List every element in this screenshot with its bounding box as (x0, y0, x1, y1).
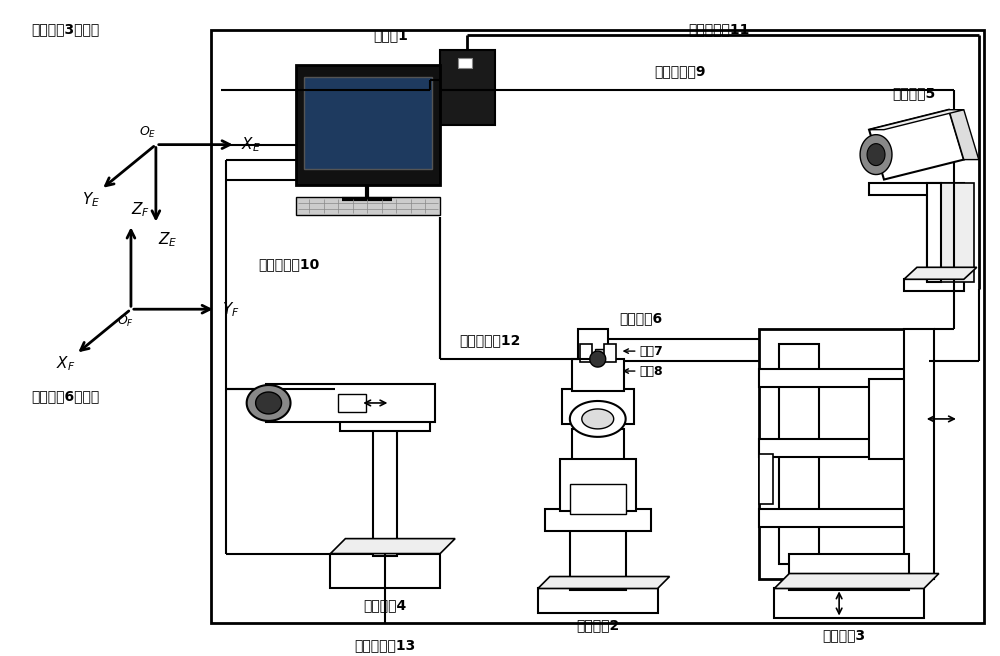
Bar (904, 329, 934, 579)
Polygon shape (570, 401, 626, 437)
Polygon shape (330, 539, 455, 554)
Bar (570, 529, 626, 590)
Bar (296, 197, 440, 215)
Polygon shape (869, 110, 964, 130)
Polygon shape (538, 577, 670, 588)
Text: 力传感器6: 力传感器6 (620, 311, 663, 325)
Bar (373, 429, 397, 556)
Bar (458, 58, 472, 68)
Bar (572, 429, 624, 510)
Bar (759, 508, 929, 527)
Bar (330, 554, 440, 588)
Bar (578, 329, 608, 367)
Text: $Y_F$: $Y_F$ (222, 300, 239, 319)
Bar (266, 384, 435, 422)
Bar (560, 459, 636, 510)
Bar (779, 344, 819, 564)
Text: 计算机1: 计算机1 (373, 28, 408, 42)
Bar (338, 394, 366, 412)
Bar (562, 389, 634, 424)
Bar (759, 329, 929, 579)
Polygon shape (904, 267, 977, 279)
Bar (904, 279, 964, 291)
Polygon shape (256, 392, 282, 414)
Bar (595, 339, 914, 361)
Bar (934, 182, 974, 282)
Bar (604, 344, 616, 362)
Text: 执行机构3坐标系: 执行机构3坐标系 (31, 22, 99, 36)
Polygon shape (774, 573, 939, 588)
Bar (759, 439, 929, 457)
Bar (580, 344, 592, 362)
Polygon shape (860, 134, 892, 174)
Bar (759, 369, 929, 387)
Text: 执行机构2: 执行机构2 (576, 619, 619, 632)
Bar (296, 65, 440, 184)
Bar (869, 182, 964, 194)
Polygon shape (590, 351, 606, 367)
Text: $X_F$: $X_F$ (56, 355, 76, 373)
Text: $Y_E$: $Y_E$ (82, 190, 100, 209)
Text: $Z_F$: $Z_F$ (131, 200, 150, 219)
Bar (759, 454, 773, 504)
Text: 视觉系统5: 视觉系统5 (892, 86, 936, 100)
Bar (304, 77, 432, 169)
Text: 零件7: 零件7 (640, 344, 663, 358)
Bar (869, 379, 914, 459)
Bar (595, 349, 613, 359)
Text: 第三控制线13: 第三控制线13 (355, 638, 416, 652)
Bar (545, 508, 651, 531)
Polygon shape (867, 144, 885, 165)
Bar (927, 182, 941, 282)
Text: 视觉联接线10: 视觉联接线10 (259, 257, 320, 272)
Bar (440, 50, 495, 125)
Bar (774, 588, 924, 619)
Text: $Z_E$: $Z_E$ (158, 230, 178, 249)
Bar (340, 417, 430, 431)
Text: 零件8: 零件8 (640, 365, 663, 378)
Polygon shape (869, 110, 964, 180)
Bar (538, 588, 658, 613)
Text: 执行机构3: 执行机构3 (823, 628, 866, 642)
Text: $X_E$: $X_E$ (241, 135, 261, 154)
Text: 视觉系统4: 视觉系统4 (364, 598, 407, 613)
Text: 力传感器6坐标系: 力传感器6坐标系 (31, 389, 99, 403)
Polygon shape (949, 110, 979, 159)
Text: $O_E$: $O_E$ (139, 125, 157, 140)
Bar (572, 359, 624, 391)
Bar (211, 30, 984, 623)
Bar (570, 483, 626, 514)
Text: 视觉联接线9: 视觉联接线9 (654, 64, 705, 78)
Bar (927, 190, 941, 281)
Bar (789, 554, 909, 590)
Text: 第一控制线11: 第一控制线11 (689, 22, 750, 36)
Text: 第二控制线12: 第二控制线12 (459, 333, 521, 347)
Text: $O_F$: $O_F$ (117, 314, 134, 329)
Polygon shape (582, 409, 614, 429)
Polygon shape (247, 385, 291, 421)
